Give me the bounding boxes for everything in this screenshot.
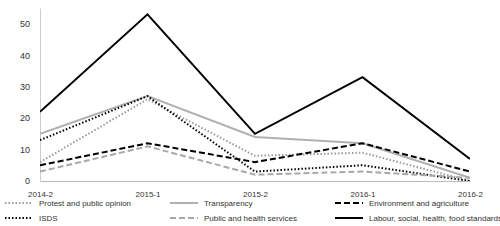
x-tick: 2015-1	[136, 181, 161, 199]
y-tick-label: 40	[20, 51, 30, 61]
y-axis-line	[40, 9, 41, 182]
legend-swatch	[335, 217, 363, 219]
plot: 0 10 20 30 40 50 2014-2 2015-1 2015-2 2016-1 2016-…	[20, 9, 484, 199]
legend-item: Public and health services	[170, 214, 297, 223]
legend-item: Labour, social, health, food standards	[335, 214, 500, 223]
chart: 0 10 20 30 40 50 2014-2 2015-1 2015-2 2016-1 2016-…	[0, 0, 500, 226]
legend-item: ISDS	[5, 214, 58, 223]
legend-label: Labour, social, health, food standards	[369, 214, 500, 223]
legend: Protest and public opinion Transparency En…	[5, 199, 500, 223]
y-tick-label: 20	[20, 113, 30, 123]
x-tick: 2016-1	[351, 181, 376, 199]
x-tick-label: 2016-1	[351, 190, 376, 199]
x-axis-line	[41, 181, 471, 182]
lines	[40, 14, 470, 181]
legend-label: ISDS	[39, 214, 58, 223]
y-axis: 0 10 20 30 40 50	[20, 9, 41, 187]
x-tick-label: 2015-2	[243, 190, 268, 199]
y-tick-label: 30	[20, 82, 30, 92]
series-line	[40, 146, 470, 177]
legend-item: Protest and public opinion	[5, 199, 131, 208]
series-line	[40, 96, 470, 178]
y-tick: 0	[25, 176, 40, 186]
x-tick: 2016-2	[458, 181, 483, 199]
x-tick-label: 2015-1	[136, 190, 161, 199]
legend-swatch	[5, 217, 33, 219]
legend-swatch	[170, 202, 198, 204]
legend-swatch	[5, 202, 33, 204]
y-tick: 30	[20, 82, 40, 92]
y-tick: 40	[20, 51, 40, 61]
y-tick: 20	[20, 113, 40, 123]
y-tick: 50	[20, 19, 40, 29]
x-axis: 2014-2 2015-1 2015-2 2016-1 2016-2	[28, 181, 483, 199]
legend-swatch	[335, 202, 363, 204]
x-tick: 2014-2	[28, 181, 53, 199]
legend-label: Protest and public opinion	[39, 199, 131, 208]
x-tick: 2015-2	[243, 181, 268, 199]
y-tick: 10	[20, 145, 40, 155]
x-tick-label: 2016-2	[458, 190, 483, 199]
y-tick-label: 10	[20, 145, 30, 155]
series-line	[40, 14, 470, 159]
legend-label: Public and health services	[204, 214, 297, 223]
legend-label: Transparency	[204, 199, 253, 208]
y-tick-label: 0	[25, 176, 30, 186]
y-tick-label: 50	[20, 19, 30, 29]
x-tick-label: 2014-2	[28, 190, 53, 199]
legend-label: Environment and agriculture	[369, 199, 470, 208]
legend-swatch	[170, 217, 198, 219]
legend-item: Environment and agriculture	[335, 199, 470, 208]
legend-item: Transparency	[170, 199, 253, 208]
